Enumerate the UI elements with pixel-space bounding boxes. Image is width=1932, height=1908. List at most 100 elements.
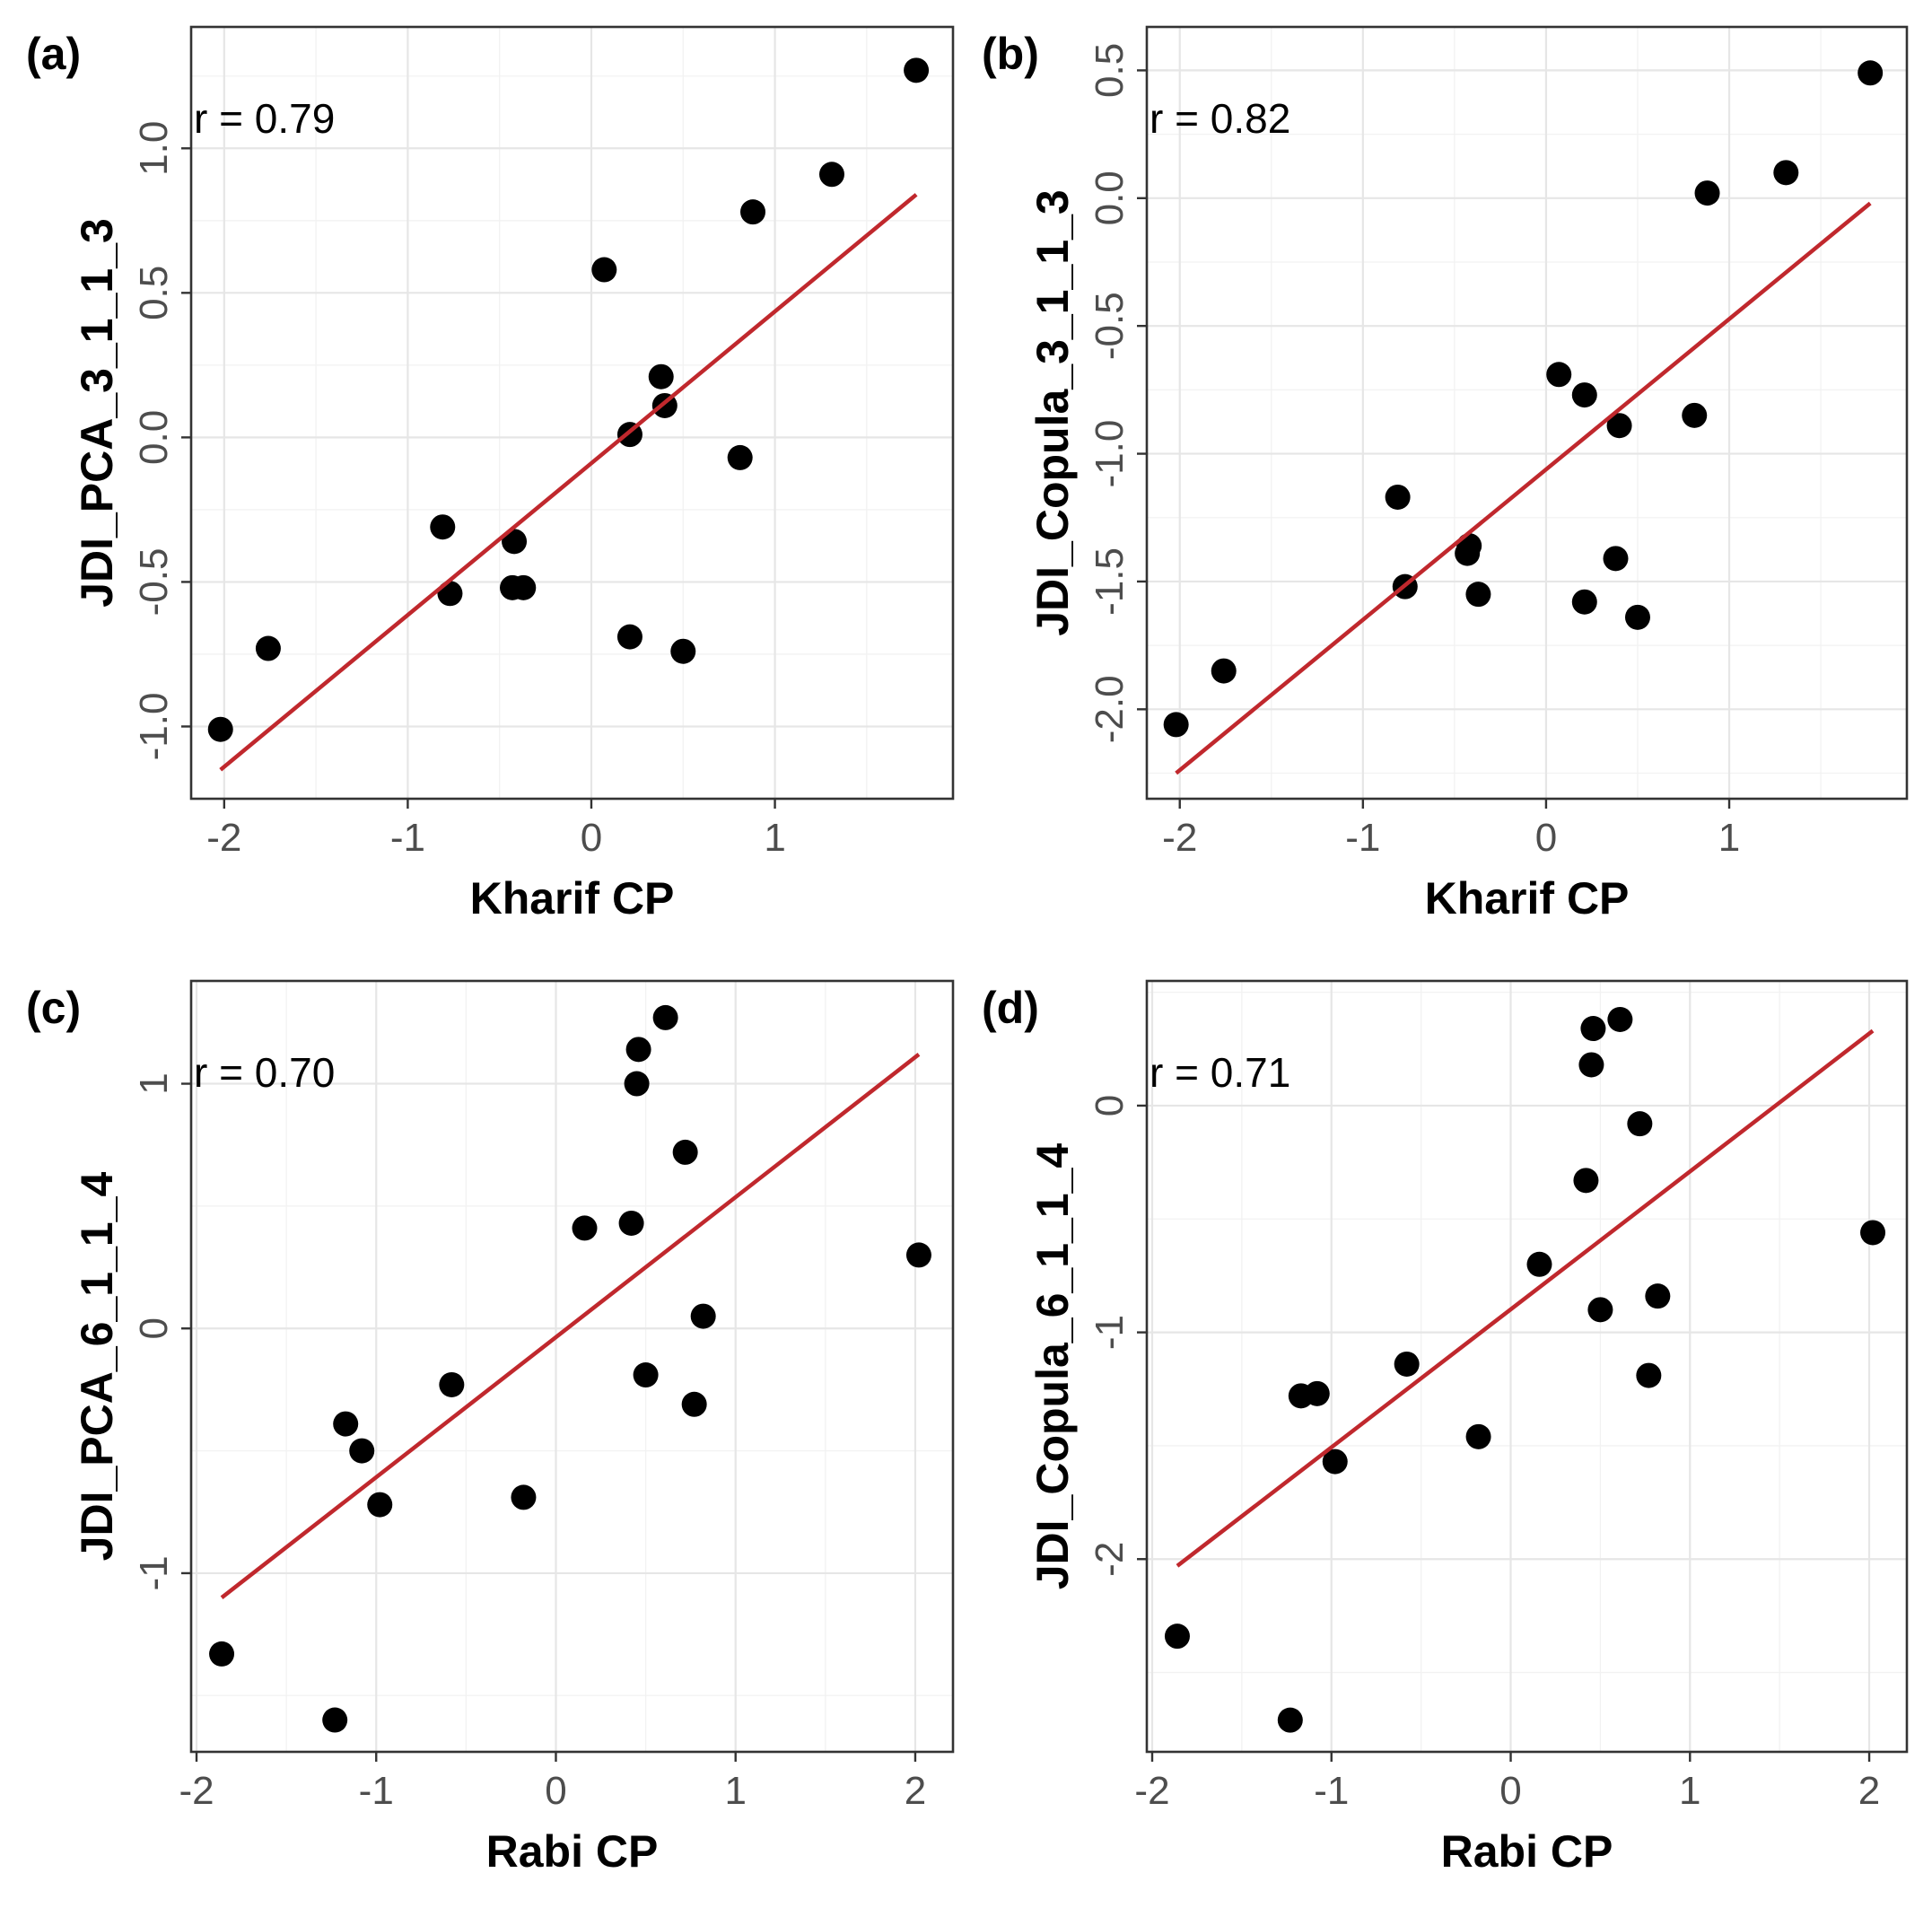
y-tick-label: -1	[132, 1555, 176, 1590]
data-point	[1580, 1016, 1606, 1042]
y-tick-label: 0.5	[1088, 43, 1132, 98]
panel-a-frame	[189, 25, 955, 801]
panel-b-background	[1147, 27, 1907, 799]
x-tick-label: 0	[1499, 1769, 1521, 1813]
x-tick-label: -2	[179, 1769, 214, 1813]
x-tick-label: -2	[206, 816, 241, 860]
x-tick-label: 1	[1718, 816, 1740, 860]
panel-d-background	[1147, 981, 1907, 1752]
x-tick-label: 2	[1858, 1769, 1880, 1813]
panel-a: -2 -1 0 1 -1.0 -0.5 0.0 0.5 1.0 Kharif CP JDI_PCA_…	[26, 25, 955, 923]
data-point	[1465, 582, 1491, 608]
data-point	[333, 1411, 359, 1437]
regression-line	[1176, 1028, 1875, 1568]
data-point	[1587, 1297, 1613, 1323]
regression-line	[220, 1053, 921, 1599]
y-tick-label: 0.0	[1088, 171, 1132, 225]
x-axis-title: Kharif CP	[470, 873, 675, 923]
y-tick-label: 1	[132, 1072, 176, 1094]
y-tick-label: 0	[132, 1317, 176, 1339]
data-point	[367, 1492, 393, 1518]
data-point	[1571, 589, 1597, 615]
y-tick-label: -1.0	[1088, 420, 1132, 488]
y-tick-label: 0.0	[132, 410, 176, 465]
data-point	[1455, 540, 1481, 566]
x-tick-label: -1	[390, 816, 425, 860]
data-point	[511, 1484, 537, 1510]
panel-d-frame	[1145, 979, 1909, 1754]
data-point	[633, 1362, 659, 1388]
data-point	[437, 581, 463, 607]
y-tick-label: 0	[1088, 1095, 1132, 1116]
data-point	[818, 162, 844, 188]
data-point	[430, 514, 456, 540]
x-tick-label: -2	[1134, 1769, 1169, 1813]
data-point	[1603, 546, 1629, 572]
data-point	[624, 1071, 650, 1097]
data-point	[1578, 1052, 1604, 1078]
y-axis-title: JDI_PCA_6_1_1_4	[72, 1171, 122, 1561]
data-point	[209, 1641, 235, 1667]
data-point	[625, 1037, 651, 1063]
x-tick-label: -1	[1345, 816, 1380, 860]
x-tick-label: 0	[581, 816, 602, 860]
x-tick-label: 1	[1679, 1769, 1700, 1813]
regression-line	[219, 193, 918, 772]
y-axis-title: JDI_Copula_6_1_1_4	[1027, 1143, 1078, 1590]
data-point	[690, 1303, 716, 1329]
data-point	[1573, 1168, 1599, 1194]
correlation-annotation: r = 0.79	[194, 95, 335, 142]
y-tick-label: 0.5	[132, 266, 176, 320]
data-point	[1636, 1362, 1662, 1388]
data-point	[1546, 362, 1572, 388]
panel-b-frame	[1145, 25, 1909, 801]
y-axis-title: JDI_PCA_3_1_1_3	[72, 218, 122, 608]
data-point	[1606, 413, 1632, 439]
x-tick-label: 1	[764, 816, 785, 860]
x-axis-title: Rabi CP	[1441, 1826, 1613, 1877]
y-tick-label: -0.5	[132, 548, 176, 617]
data-point	[1627, 1111, 1653, 1137]
data-point	[1571, 382, 1597, 408]
correlation-annotation: r = 0.82	[1150, 95, 1290, 142]
data-point	[652, 1004, 678, 1030]
data-point	[1211, 658, 1237, 684]
data-point	[670, 638, 696, 664]
data-point	[1694, 180, 1720, 206]
data-point	[727, 444, 753, 470]
x-tick-label: 1	[724, 1769, 746, 1813]
data-point	[616, 624, 643, 650]
data-point	[502, 529, 528, 555]
data-point	[1465, 1423, 1491, 1449]
data-point	[1163, 712, 1189, 738]
data-point	[322, 1707, 348, 1733]
y-tick-label: -0.5	[1088, 292, 1132, 360]
y-tick-label: -2.0	[1088, 675, 1132, 743]
data-point	[1277, 1707, 1303, 1733]
panel-c-background	[191, 981, 953, 1752]
data-point	[1322, 1449, 1348, 1475]
data-point	[349, 1438, 375, 1464]
data-point	[207, 716, 233, 742]
x-tick-label: -1	[359, 1769, 394, 1813]
panel-label: (d)	[982, 983, 1039, 1033]
data-point	[572, 1215, 598, 1241]
data-point	[1164, 1624, 1190, 1650]
panel-label: (b)	[982, 29, 1039, 79]
x-tick-label: 0	[545, 1769, 566, 1813]
panel-b: -2 -1 0 1 -2.0 -1.5 -1.0 -0.5 0.0 0.5 Kharif CP JDI…	[982, 25, 1909, 923]
data-point	[1607, 1006, 1633, 1032]
data-point	[591, 257, 617, 283]
data-point	[1526, 1251, 1552, 1277]
data-point	[1682, 402, 1708, 428]
correlation-annotation: r = 0.71	[1150, 1049, 1290, 1096]
y-tick-label: -1	[1088, 1315, 1132, 1350]
data-point	[1645, 1283, 1671, 1309]
data-point	[439, 1371, 465, 1397]
data-point	[672, 1139, 698, 1165]
x-tick-label: -2	[1162, 816, 1197, 860]
data-point	[255, 635, 281, 661]
data-point	[618, 1210, 644, 1236]
x-axis-title: Rabi CP	[486, 1826, 659, 1877]
data-point	[1773, 160, 1799, 186]
